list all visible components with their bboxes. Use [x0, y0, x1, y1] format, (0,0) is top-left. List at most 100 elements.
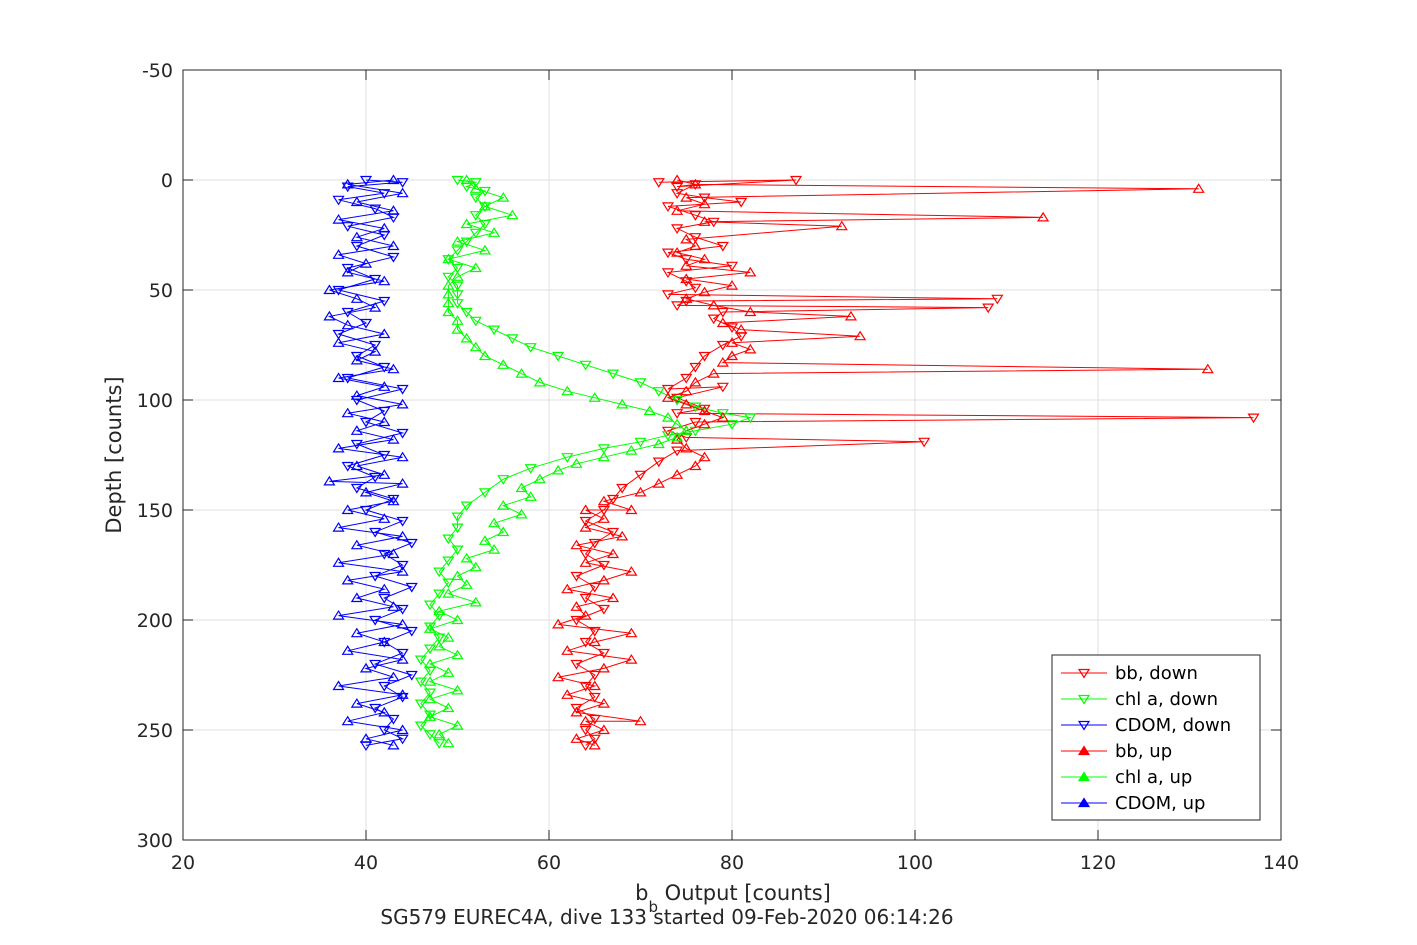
data-point — [698, 253, 711, 264]
data-point — [332, 285, 345, 296]
data-point — [680, 385, 693, 396]
legend-marker — [1077, 771, 1091, 782]
data-point — [533, 376, 546, 387]
data-point — [561, 645, 574, 655]
data-point — [579, 516, 592, 527]
legend-marker — [1077, 668, 1091, 679]
data-point — [396, 565, 409, 576]
data-point — [597, 451, 610, 462]
data-point — [725, 337, 739, 347]
data-point — [588, 392, 601, 402]
data-point — [451, 323, 464, 334]
data-point — [579, 637, 592, 648]
legend-label: chl a, up — [1115, 767, 1192, 788]
data-point — [725, 350, 739, 361]
data-point — [625, 444, 638, 455]
data-point — [451, 512, 464, 523]
data-point — [634, 437, 647, 448]
legend-label: CDOM, down — [1115, 715, 1231, 736]
legend-item: chl a, up — [1061, 767, 1192, 788]
data-point — [350, 389, 363, 400]
data-point — [387, 433, 400, 444]
data-point — [597, 495, 610, 506]
data-point — [524, 343, 537, 353]
data-point — [680, 442, 693, 453]
data-point — [588, 692, 601, 703]
data-point — [689, 376, 702, 387]
legend-marker — [1077, 797, 1091, 808]
data-point — [588, 538, 601, 549]
legend-item: bb, up — [1061, 741, 1172, 762]
data-point — [652, 438, 665, 449]
data-point — [588, 670, 601, 681]
data-point — [579, 593, 592, 604]
legend: bb, down chl a, down CDOM, down bb, up chl a… — [1051, 654, 1261, 821]
data-point — [579, 715, 592, 726]
data-point — [707, 299, 720, 310]
data-point — [661, 411, 675, 422]
data-point — [735, 197, 748, 208]
data-point — [460, 237, 473, 248]
data-point — [597, 444, 610, 455]
data-point — [451, 545, 464, 556]
data-point — [323, 310, 336, 321]
data-point — [789, 175, 803, 186]
data-point — [671, 431, 684, 442]
data-point — [725, 420, 739, 430]
data-point — [570, 458, 583, 468]
data-point — [680, 296, 693, 307]
data-point — [524, 491, 537, 501]
data-point — [350, 196, 363, 207]
data-point — [497, 475, 510, 485]
data-point — [689, 211, 702, 221]
data-point — [414, 699, 427, 710]
legend-box — [1051, 654, 1261, 821]
data-point — [359, 733, 373, 743]
data-point — [460, 218, 473, 229]
data-point — [698, 418, 711, 429]
data-point — [387, 363, 400, 374]
data-point — [469, 178, 482, 188]
data-point — [606, 527, 620, 538]
data-point — [396, 604, 409, 615]
data-point — [442, 587, 455, 598]
data-point — [561, 583, 574, 594]
data-point — [460, 174, 473, 185]
x-tick-label: 140 — [1263, 852, 1299, 874]
data-point — [579, 504, 592, 515]
data-point — [350, 592, 363, 603]
data-point — [680, 293, 693, 303]
data-point — [716, 241, 729, 252]
data-point — [387, 548, 400, 559]
data-point — [378, 469, 391, 479]
data-point — [387, 252, 400, 263]
data-point — [689, 460, 702, 471]
data-point — [552, 618, 565, 629]
y-tick-label: 100 — [137, 390, 173, 412]
data-point — [378, 296, 391, 307]
data-point — [442, 279, 455, 290]
data-point — [369, 345, 382, 356]
data-point — [570, 706, 583, 717]
data-point — [652, 178, 665, 188]
data-point — [341, 504, 354, 515]
data-point — [1201, 363, 1214, 374]
data-point — [918, 437, 931, 448]
data-point — [597, 574, 610, 585]
data-point — [414, 721, 427, 732]
legend-item: bb, down — [1061, 663, 1198, 684]
data-point — [469, 341, 482, 352]
data-point — [515, 367, 528, 378]
data-point — [423, 622, 437, 633]
data-point — [341, 266, 354, 277]
data-point — [451, 649, 464, 660]
data-point — [570, 601, 583, 611]
data-point — [350, 354, 363, 365]
series-layer — [323, 174, 1260, 752]
data-point — [387, 174, 400, 185]
data-point — [414, 655, 427, 666]
data-point — [698, 193, 711, 204]
data-point — [451, 315, 464, 325]
data-point — [396, 734, 409, 745]
data-point — [570, 703, 583, 714]
